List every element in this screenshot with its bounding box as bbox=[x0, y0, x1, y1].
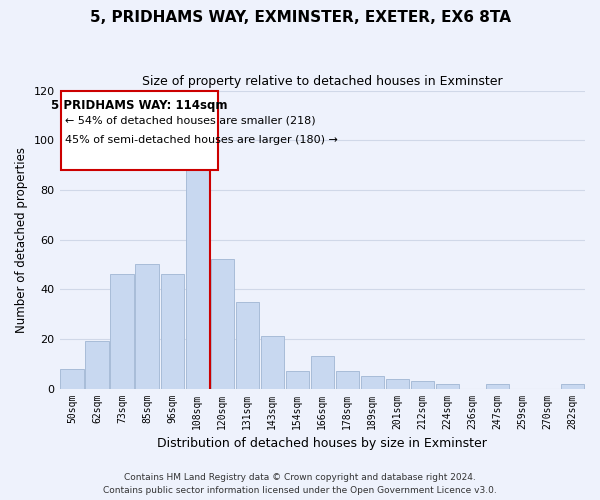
Bar bbox=[486, 384, 509, 388]
Bar bbox=[286, 371, 309, 388]
Text: 5 PRIDHAMS WAY: 114sqm: 5 PRIDHAMS WAY: 114sqm bbox=[52, 99, 228, 112]
X-axis label: Distribution of detached houses by size in Exminster: Distribution of detached houses by size … bbox=[157, 437, 487, 450]
Bar bbox=[436, 384, 459, 388]
Text: Contains HM Land Registry data © Crown copyright and database right 2024.
Contai: Contains HM Land Registry data © Crown c… bbox=[103, 474, 497, 495]
Bar bbox=[311, 356, 334, 388]
Bar bbox=[61, 368, 83, 388]
Bar bbox=[161, 274, 184, 388]
Text: 45% of semi-detached houses are larger (180) →: 45% of semi-detached houses are larger (… bbox=[65, 136, 337, 145]
Bar bbox=[110, 274, 134, 388]
Bar bbox=[386, 378, 409, 388]
Bar bbox=[411, 381, 434, 388]
Bar bbox=[361, 376, 384, 388]
Bar bbox=[136, 264, 159, 388]
Bar bbox=[211, 260, 234, 388]
Bar bbox=[185, 165, 209, 388]
Bar bbox=[335, 371, 359, 388]
Bar bbox=[85, 342, 109, 388]
Bar bbox=[561, 384, 584, 388]
Bar bbox=[236, 302, 259, 388]
Text: 5, PRIDHAMS WAY, EXMINSTER, EXETER, EX6 8TA: 5, PRIDHAMS WAY, EXMINSTER, EXETER, EX6 … bbox=[89, 10, 511, 25]
Bar bbox=[260, 336, 284, 388]
FancyBboxPatch shape bbox=[61, 90, 218, 170]
Title: Size of property relative to detached houses in Exminster: Size of property relative to detached ho… bbox=[142, 75, 503, 88]
Y-axis label: Number of detached properties: Number of detached properties bbox=[15, 146, 28, 332]
Text: ← 54% of detached houses are smaller (218): ← 54% of detached houses are smaller (21… bbox=[65, 116, 315, 126]
